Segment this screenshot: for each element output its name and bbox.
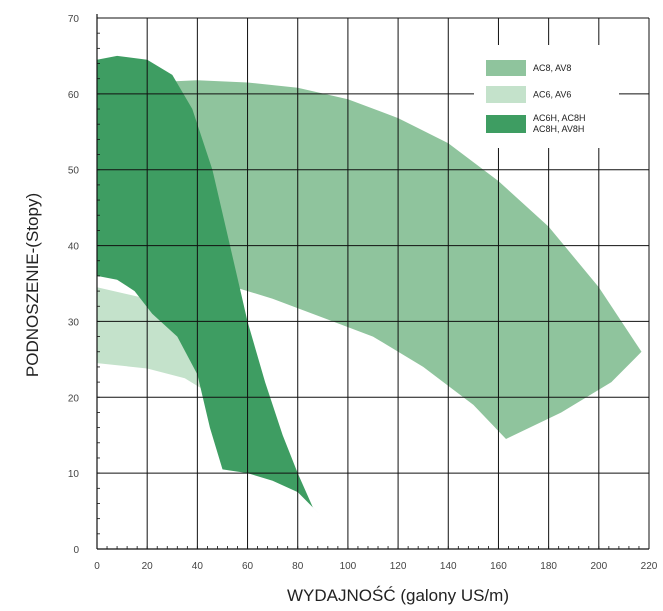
x-tick-label-0: 0	[94, 561, 100, 572]
legend-label-0: AC8, AV8	[533, 63, 571, 73]
y-tick-label-3: 30	[68, 317, 80, 328]
y-tick-label-1: 10	[68, 469, 80, 480]
legend-label-1: AC6, AV6	[533, 90, 571, 100]
legend-swatch-1	[486, 86, 526, 103]
x-tick-label-2: 40	[192, 561, 204, 572]
series-region-2	[97, 55, 321, 515]
x-tick-label-5: 100	[340, 561, 357, 572]
y-tick-label-7: 70	[68, 14, 80, 25]
legend-label-2-0: AC6H, AC8H	[533, 113, 586, 123]
axes	[96, 14, 650, 550]
x-tick-label-4: 80	[292, 561, 304, 572]
y-tick-label-2: 20	[68, 393, 80, 404]
x-tick-label-8: 160	[490, 561, 507, 572]
legend-swatch-0	[486, 60, 526, 76]
y-tick-label-4: 40	[68, 242, 80, 253]
legend-swatch-2	[486, 115, 526, 133]
x-tick-label-3: 60	[242, 561, 254, 572]
x-tick-label-11: 220	[641, 561, 658, 572]
x-tick-label-10: 200	[590, 561, 607, 572]
x-tick-label-6: 120	[390, 561, 407, 572]
y-axis-title: PODNOSZENIE-(Stopy)	[23, 193, 42, 377]
x-ticks: 0 20 40 60 80 100 120 140 160 180 200 220	[94, 561, 658, 572]
x-tick-label-9: 180	[540, 561, 557, 572]
x-tick-label-1: 20	[142, 561, 154, 572]
y-tick-label-0: 0	[73, 545, 79, 556]
x-axis-title: WYDAJNOŚĆ (galony US/m)	[287, 586, 509, 605]
legend-label-2-1: AC8H, AV8H	[533, 124, 584, 134]
x-tick-label-7: 140	[440, 561, 457, 572]
y-ticks: 0 10 20 30 40 50 60 70	[68, 14, 80, 556]
y-tick-label-6: 60	[68, 90, 80, 101]
y-tick-label-5: 50	[68, 166, 80, 177]
